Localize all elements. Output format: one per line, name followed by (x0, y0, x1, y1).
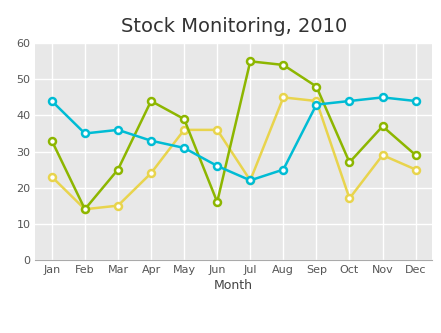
Title: Stock Monitoring, 2010: Stock Monitoring, 2010 (120, 17, 347, 36)
Portfolio 1 (214, 128, 220, 132)
Portfolio 3 (82, 132, 87, 136)
Portfolio 2 (413, 153, 418, 157)
Portfolio 2 (380, 124, 385, 128)
Portfolio 2 (280, 63, 286, 67)
Portfolio 2 (82, 207, 87, 211)
Portfolio 2 (49, 139, 55, 143)
Line: Portfolio 2: Portfolio 2 (49, 58, 419, 213)
Portfolio 1 (347, 196, 352, 200)
Portfolio 1 (248, 178, 253, 182)
X-axis label: Month: Month (214, 279, 253, 292)
Line: Portfolio 3: Portfolio 3 (49, 94, 419, 184)
Portfolio 1 (182, 128, 187, 132)
Portfolio 2 (347, 160, 352, 164)
Portfolio 3 (49, 99, 55, 103)
Portfolio 3 (148, 139, 153, 143)
Portfolio 1 (280, 95, 286, 99)
Portfolio 1 (148, 171, 153, 175)
Portfolio 1 (380, 153, 385, 157)
Portfolio 2 (214, 200, 220, 204)
Portfolio 1 (49, 175, 55, 179)
Portfolio 1 (413, 167, 418, 171)
Portfolio 3 (214, 164, 220, 168)
Portfolio 2 (148, 99, 153, 103)
Portfolio 3 (380, 95, 385, 99)
Portfolio 3 (314, 103, 319, 107)
Portfolio 3 (413, 99, 418, 103)
Line: Portfolio 1: Portfolio 1 (49, 94, 419, 213)
Portfolio 3 (347, 99, 352, 103)
Portfolio 2 (314, 85, 319, 89)
Portfolio 2 (182, 117, 187, 121)
Portfolio 3 (182, 146, 187, 150)
Portfolio 3 (280, 167, 286, 171)
Portfolio 1 (314, 99, 319, 103)
Portfolio 3 (248, 178, 253, 182)
Portfolio 1 (115, 203, 120, 208)
Portfolio 3 (115, 128, 120, 132)
Portfolio 2 (115, 167, 120, 171)
Portfolio 1 (82, 207, 87, 211)
Portfolio 2 (248, 59, 253, 63)
